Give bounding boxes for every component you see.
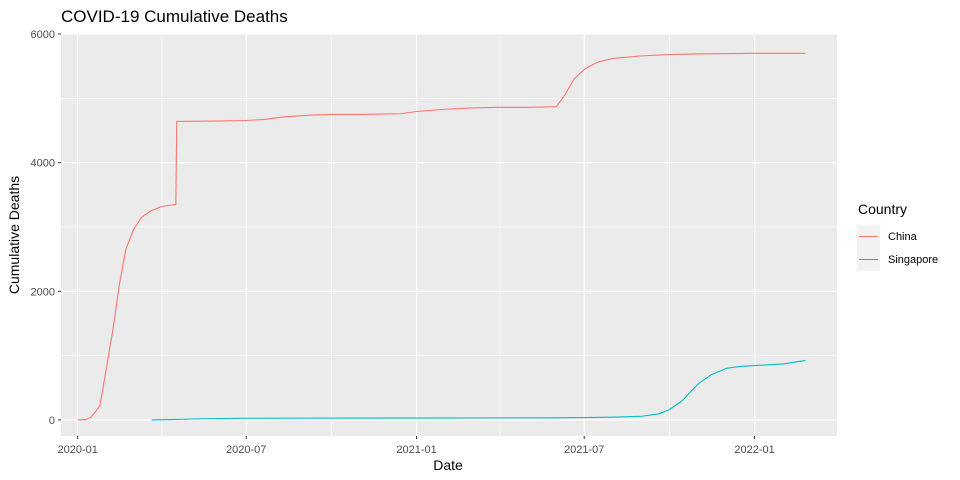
legend-title: Country: [858, 201, 907, 217]
y-tick-label: 2000: [31, 286, 55, 298]
y-tick-label: 6000: [31, 29, 55, 41]
series-line-singapore: [151, 359, 806, 421]
legend-items: China Singapore: [857, 225, 938, 271]
x-tick-label: 2020-07: [226, 444, 266, 456]
x-tick-label: 2020-01: [57, 444, 97, 456]
x-tick-label: 2021-01: [396, 444, 436, 456]
y-axis-title: Cumulative Deaths: [6, 176, 22, 294]
chart-title: COVID-19 Cumulative Deaths: [61, 7, 288, 26]
grid-major: [61, 33, 837, 436]
x-axis-title: Date: [433, 457, 463, 473]
legend: Country China Singapore: [857, 201, 938, 271]
y-tick-label: 0: [49, 415, 55, 427]
legend-label: China: [888, 231, 918, 243]
plot-panel: [61, 34, 837, 436]
y-tick-label: 4000: [31, 158, 55, 170]
series-line-china: [77, 52, 806, 421]
x-axis: 2020-01 2020-07 2021-01 2021-07 2022-01: [57, 436, 775, 456]
x-tick-label: 2022-01: [734, 444, 774, 456]
legend-label: Singapore: [888, 254, 938, 266]
series-layer: [77, 52, 806, 421]
x-tick-label: 2021-07: [564, 444, 604, 456]
y-axis: 0 2000 4000 6000: [31, 29, 61, 427]
grid-minor: [61, 34, 837, 436]
